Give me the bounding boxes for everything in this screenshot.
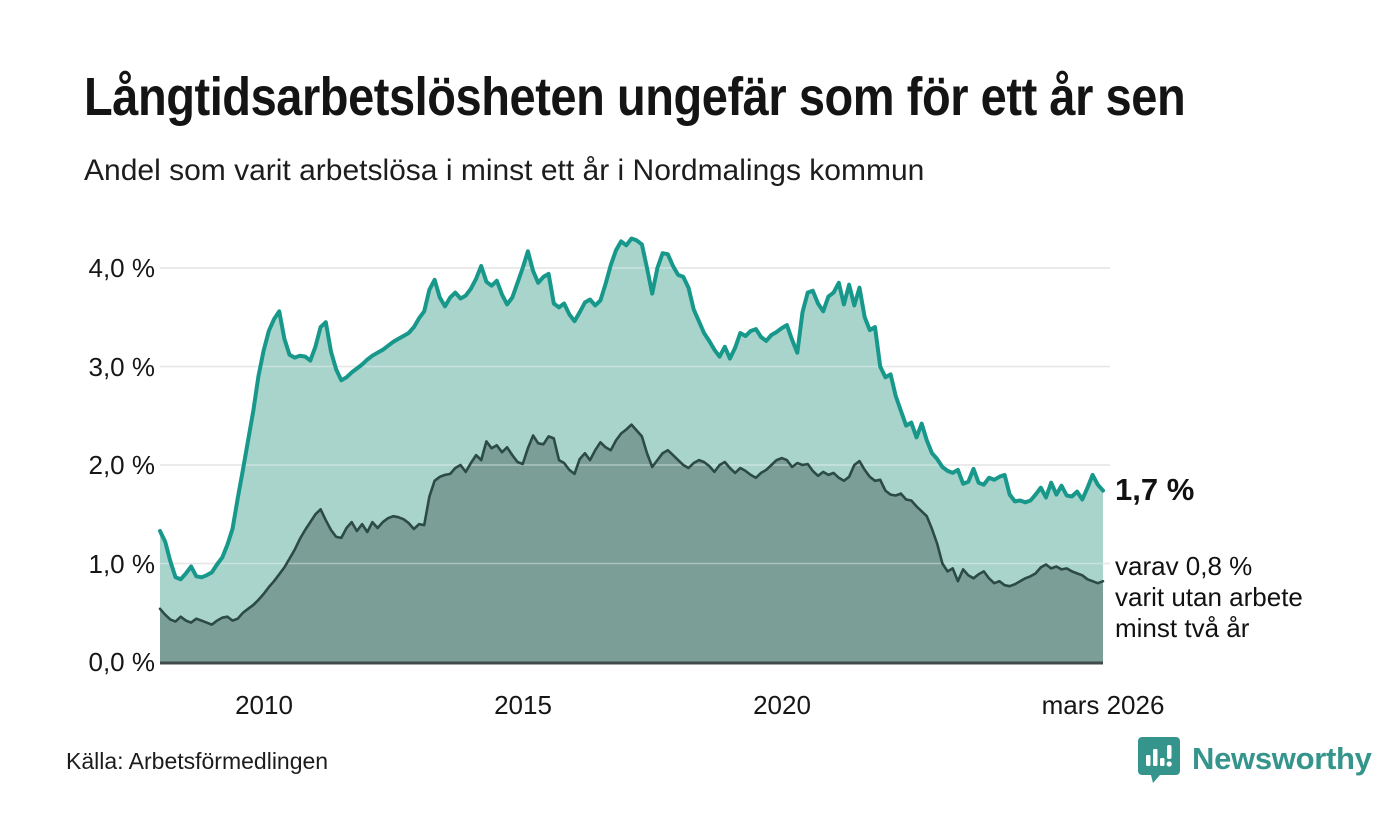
y-tick-label: 2,0 %	[88, 450, 156, 480]
speech-bubble-shape	[1138, 737, 1180, 783]
x-tick-label: 2010	[235, 690, 293, 720]
x-tick-label: mars 2026	[1041, 690, 1165, 720]
x-tick-label: 2020	[753, 690, 811, 720]
brand-wordmark: Newsworthy	[1192, 741, 1372, 776]
end-label-two-year: varav 0,8 % varit utan arbete minst två …	[1115, 551, 1303, 643]
source-note: Källa: Arbetsförmedlingen	[66, 748, 329, 774]
x-tick-label: 2015	[494, 690, 552, 720]
y-tick-label: 3,0 %	[88, 351, 156, 382]
newsworthy-logo-icon	[1138, 737, 1180, 783]
series-two-year-area	[160, 424, 1103, 662]
y-tick-label: 0,0 %	[88, 647, 156, 677]
series-total-line	[158, 236, 1105, 582]
page-title: Långtidsarbetslösheten ungefär som för e…	[84, 67, 1186, 127]
series-two-year-line	[158, 423, 1105, 626]
brand-lockup: Newsworthy	[1138, 735, 1372, 783]
page-subtitle: Andel som varit arbetslösa i minst ett å…	[84, 154, 925, 187]
y-tick-label: 1,0 %	[88, 548, 156, 579]
end-label-total: 1,7 %	[1115, 472, 1195, 507]
y-tick-label: 4,0 %	[88, 253, 156, 283]
